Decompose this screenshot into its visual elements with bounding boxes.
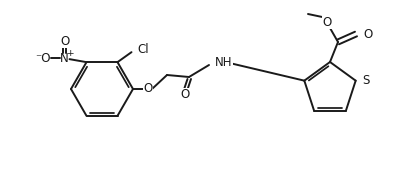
Text: O: O — [363, 28, 372, 41]
Text: S: S — [363, 74, 370, 87]
Text: NH: NH — [215, 56, 232, 68]
Text: O: O — [322, 16, 332, 28]
Text: Cl: Cl — [137, 43, 149, 56]
Text: ⁻O: ⁻O — [35, 52, 50, 65]
Text: O: O — [143, 83, 153, 96]
Text: N: N — [60, 52, 69, 65]
Text: +: + — [66, 49, 73, 58]
Text: O: O — [60, 35, 69, 48]
Text: O: O — [181, 89, 190, 102]
